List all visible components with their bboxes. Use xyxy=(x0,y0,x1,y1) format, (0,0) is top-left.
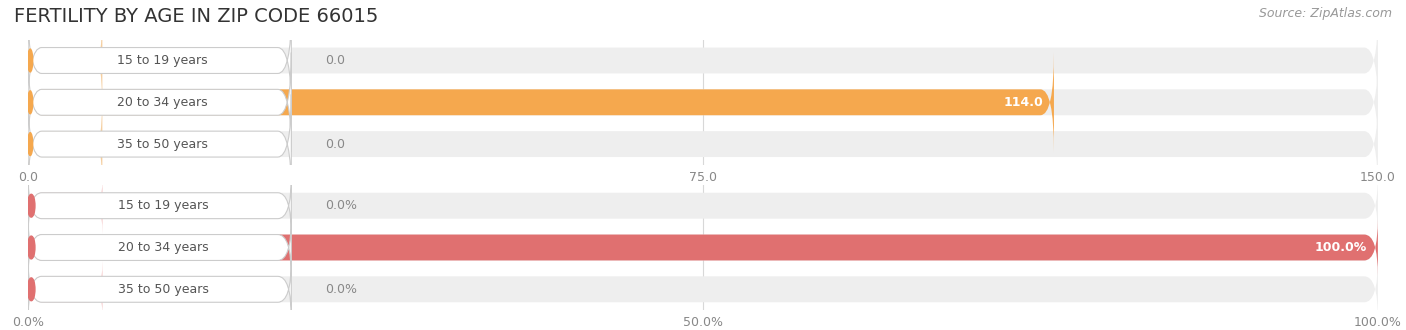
FancyBboxPatch shape xyxy=(28,94,291,194)
FancyBboxPatch shape xyxy=(28,260,1378,318)
Text: 20 to 34 years: 20 to 34 years xyxy=(117,96,207,109)
Circle shape xyxy=(28,91,32,114)
FancyBboxPatch shape xyxy=(28,11,1378,110)
Text: 15 to 19 years: 15 to 19 years xyxy=(118,199,208,212)
FancyBboxPatch shape xyxy=(28,94,1378,194)
FancyBboxPatch shape xyxy=(28,52,1054,152)
Text: 0.0%: 0.0% xyxy=(325,283,357,296)
Circle shape xyxy=(28,278,35,301)
Text: 20 to 34 years: 20 to 34 years xyxy=(118,241,208,254)
Circle shape xyxy=(28,194,35,217)
Text: FERTILITY BY AGE IN ZIP CODE 66015: FERTILITY BY AGE IN ZIP CODE 66015 xyxy=(14,7,378,26)
Circle shape xyxy=(28,133,32,155)
FancyBboxPatch shape xyxy=(28,219,291,276)
Text: 0.0%: 0.0% xyxy=(325,199,357,212)
FancyBboxPatch shape xyxy=(28,52,1378,152)
FancyBboxPatch shape xyxy=(28,260,291,318)
FancyBboxPatch shape xyxy=(28,177,103,235)
FancyBboxPatch shape xyxy=(28,219,1378,276)
FancyBboxPatch shape xyxy=(28,177,1378,235)
FancyBboxPatch shape xyxy=(28,11,291,110)
Circle shape xyxy=(28,49,32,72)
Text: 15 to 19 years: 15 to 19 years xyxy=(117,54,207,67)
Text: 100.0%: 100.0% xyxy=(1315,241,1367,254)
Text: 35 to 50 years: 35 to 50 years xyxy=(118,283,208,296)
FancyBboxPatch shape xyxy=(28,177,291,235)
FancyBboxPatch shape xyxy=(28,11,103,110)
Text: Source: ZipAtlas.com: Source: ZipAtlas.com xyxy=(1258,7,1392,19)
Text: 0.0: 0.0 xyxy=(325,54,344,67)
Text: 0.0: 0.0 xyxy=(325,138,344,150)
FancyBboxPatch shape xyxy=(28,94,103,194)
FancyBboxPatch shape xyxy=(28,260,103,318)
FancyBboxPatch shape xyxy=(28,52,291,152)
FancyBboxPatch shape xyxy=(28,219,1378,276)
Text: 114.0: 114.0 xyxy=(1004,96,1043,109)
Circle shape xyxy=(28,236,35,259)
Text: 35 to 50 years: 35 to 50 years xyxy=(117,138,208,150)
